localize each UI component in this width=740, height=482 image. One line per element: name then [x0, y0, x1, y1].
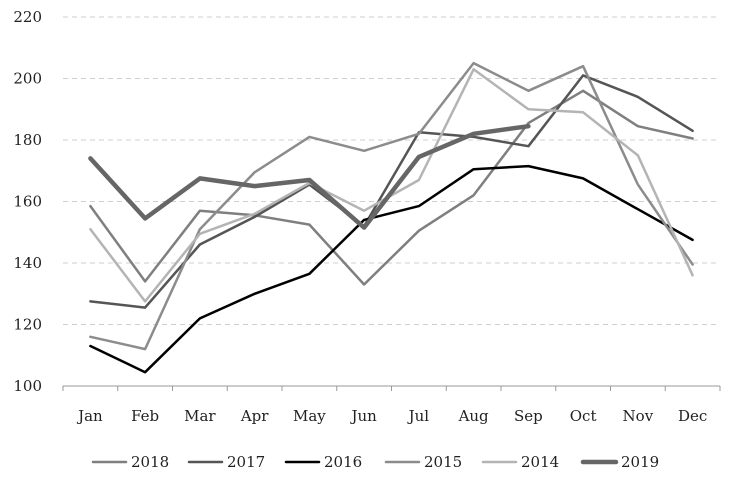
- x-tick-label: Aug: [458, 407, 489, 425]
- x-tick-label: Apr: [240, 407, 269, 425]
- y-tick-label: 120: [13, 316, 42, 334]
- y-tick-label: 220: [13, 8, 42, 26]
- series-line-2019: [88, 123, 531, 230]
- series-line-2017: [89, 74, 694, 309]
- y-tick-label: 200: [13, 70, 42, 88]
- series-line-2015: [89, 61, 694, 351]
- y-tick-label: 100: [13, 377, 42, 395]
- x-tick-label: Feb: [131, 407, 159, 425]
- legend: 2018 2017 2016 2015 2014 2019: [91, 453, 659, 471]
- grid-lines: [63, 16, 720, 325]
- y-axis-tick-labels: 100 120 140 160 180 200 220: [13, 8, 42, 395]
- x-tick-label: Sep: [514, 407, 543, 425]
- legend-label-2017: 2017: [227, 453, 265, 471]
- series-line-2016: [89, 164, 694, 374]
- x-tick-label: Mar: [184, 407, 216, 425]
- legend-label-2019: 2019: [621, 453, 659, 471]
- y-tick-label: 160: [13, 193, 42, 211]
- y-tick-label: 180: [13, 131, 42, 149]
- legend-label-2016: 2016: [324, 453, 362, 471]
- x-tick-label: Nov: [623, 407, 654, 425]
- x-tick-label: May: [293, 407, 326, 425]
- x-tick-label: Jun: [349, 407, 377, 425]
- x-axis-tick-labels: Jan Feb Mar Apr May Jun Jul Aug Sep Oct Nov Dec: [76, 407, 707, 425]
- x-tick-label: Dec: [678, 407, 707, 425]
- series-line-2018: [89, 89, 694, 286]
- legend-label-2015: 2015: [424, 453, 462, 471]
- x-tick-label: Jul: [407, 407, 430, 425]
- y-tick-label: 140: [13, 254, 42, 272]
- legend-label-2018: 2018: [131, 453, 169, 471]
- x-tick-label: Jan: [76, 407, 103, 425]
- x-axis: [62, 385, 721, 391]
- legend-label-2014: 2014: [521, 453, 559, 471]
- x-tick-label: Oct: [570, 407, 597, 425]
- series-lines: [88, 61, 694, 374]
